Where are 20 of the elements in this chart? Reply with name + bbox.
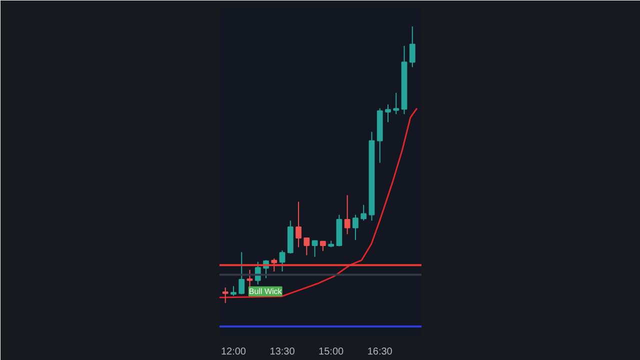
- candlestick: [352, 214, 358, 240]
- candlestick: [393, 92, 400, 115]
- annotation: Bull Wick: [248, 286, 283, 296]
- candlestick: [279, 250, 286, 272]
- candlestick: [344, 194, 350, 235]
- candlestick: [230, 286, 236, 296]
- x-tick-label: 12:00: [220, 346, 246, 358]
- candlestick: [296, 201, 302, 248]
- candlestick: [238, 252, 245, 295]
- x-tick-label: 13:30: [270, 346, 296, 358]
- candlestick: [320, 240, 326, 252]
- candlestick: [385, 104, 391, 123]
- candlestick: [360, 204, 367, 222]
- candlestick: [304, 238, 310, 256]
- candlestick: [312, 240, 318, 258]
- candlestick: [222, 287, 228, 304]
- candlestick: [409, 26, 416, 68]
- candlestick: [271, 258, 278, 272]
- x-tick-label: 15:00: [318, 346, 344, 358]
- x-tick-label: 16:30: [367, 346, 393, 358]
